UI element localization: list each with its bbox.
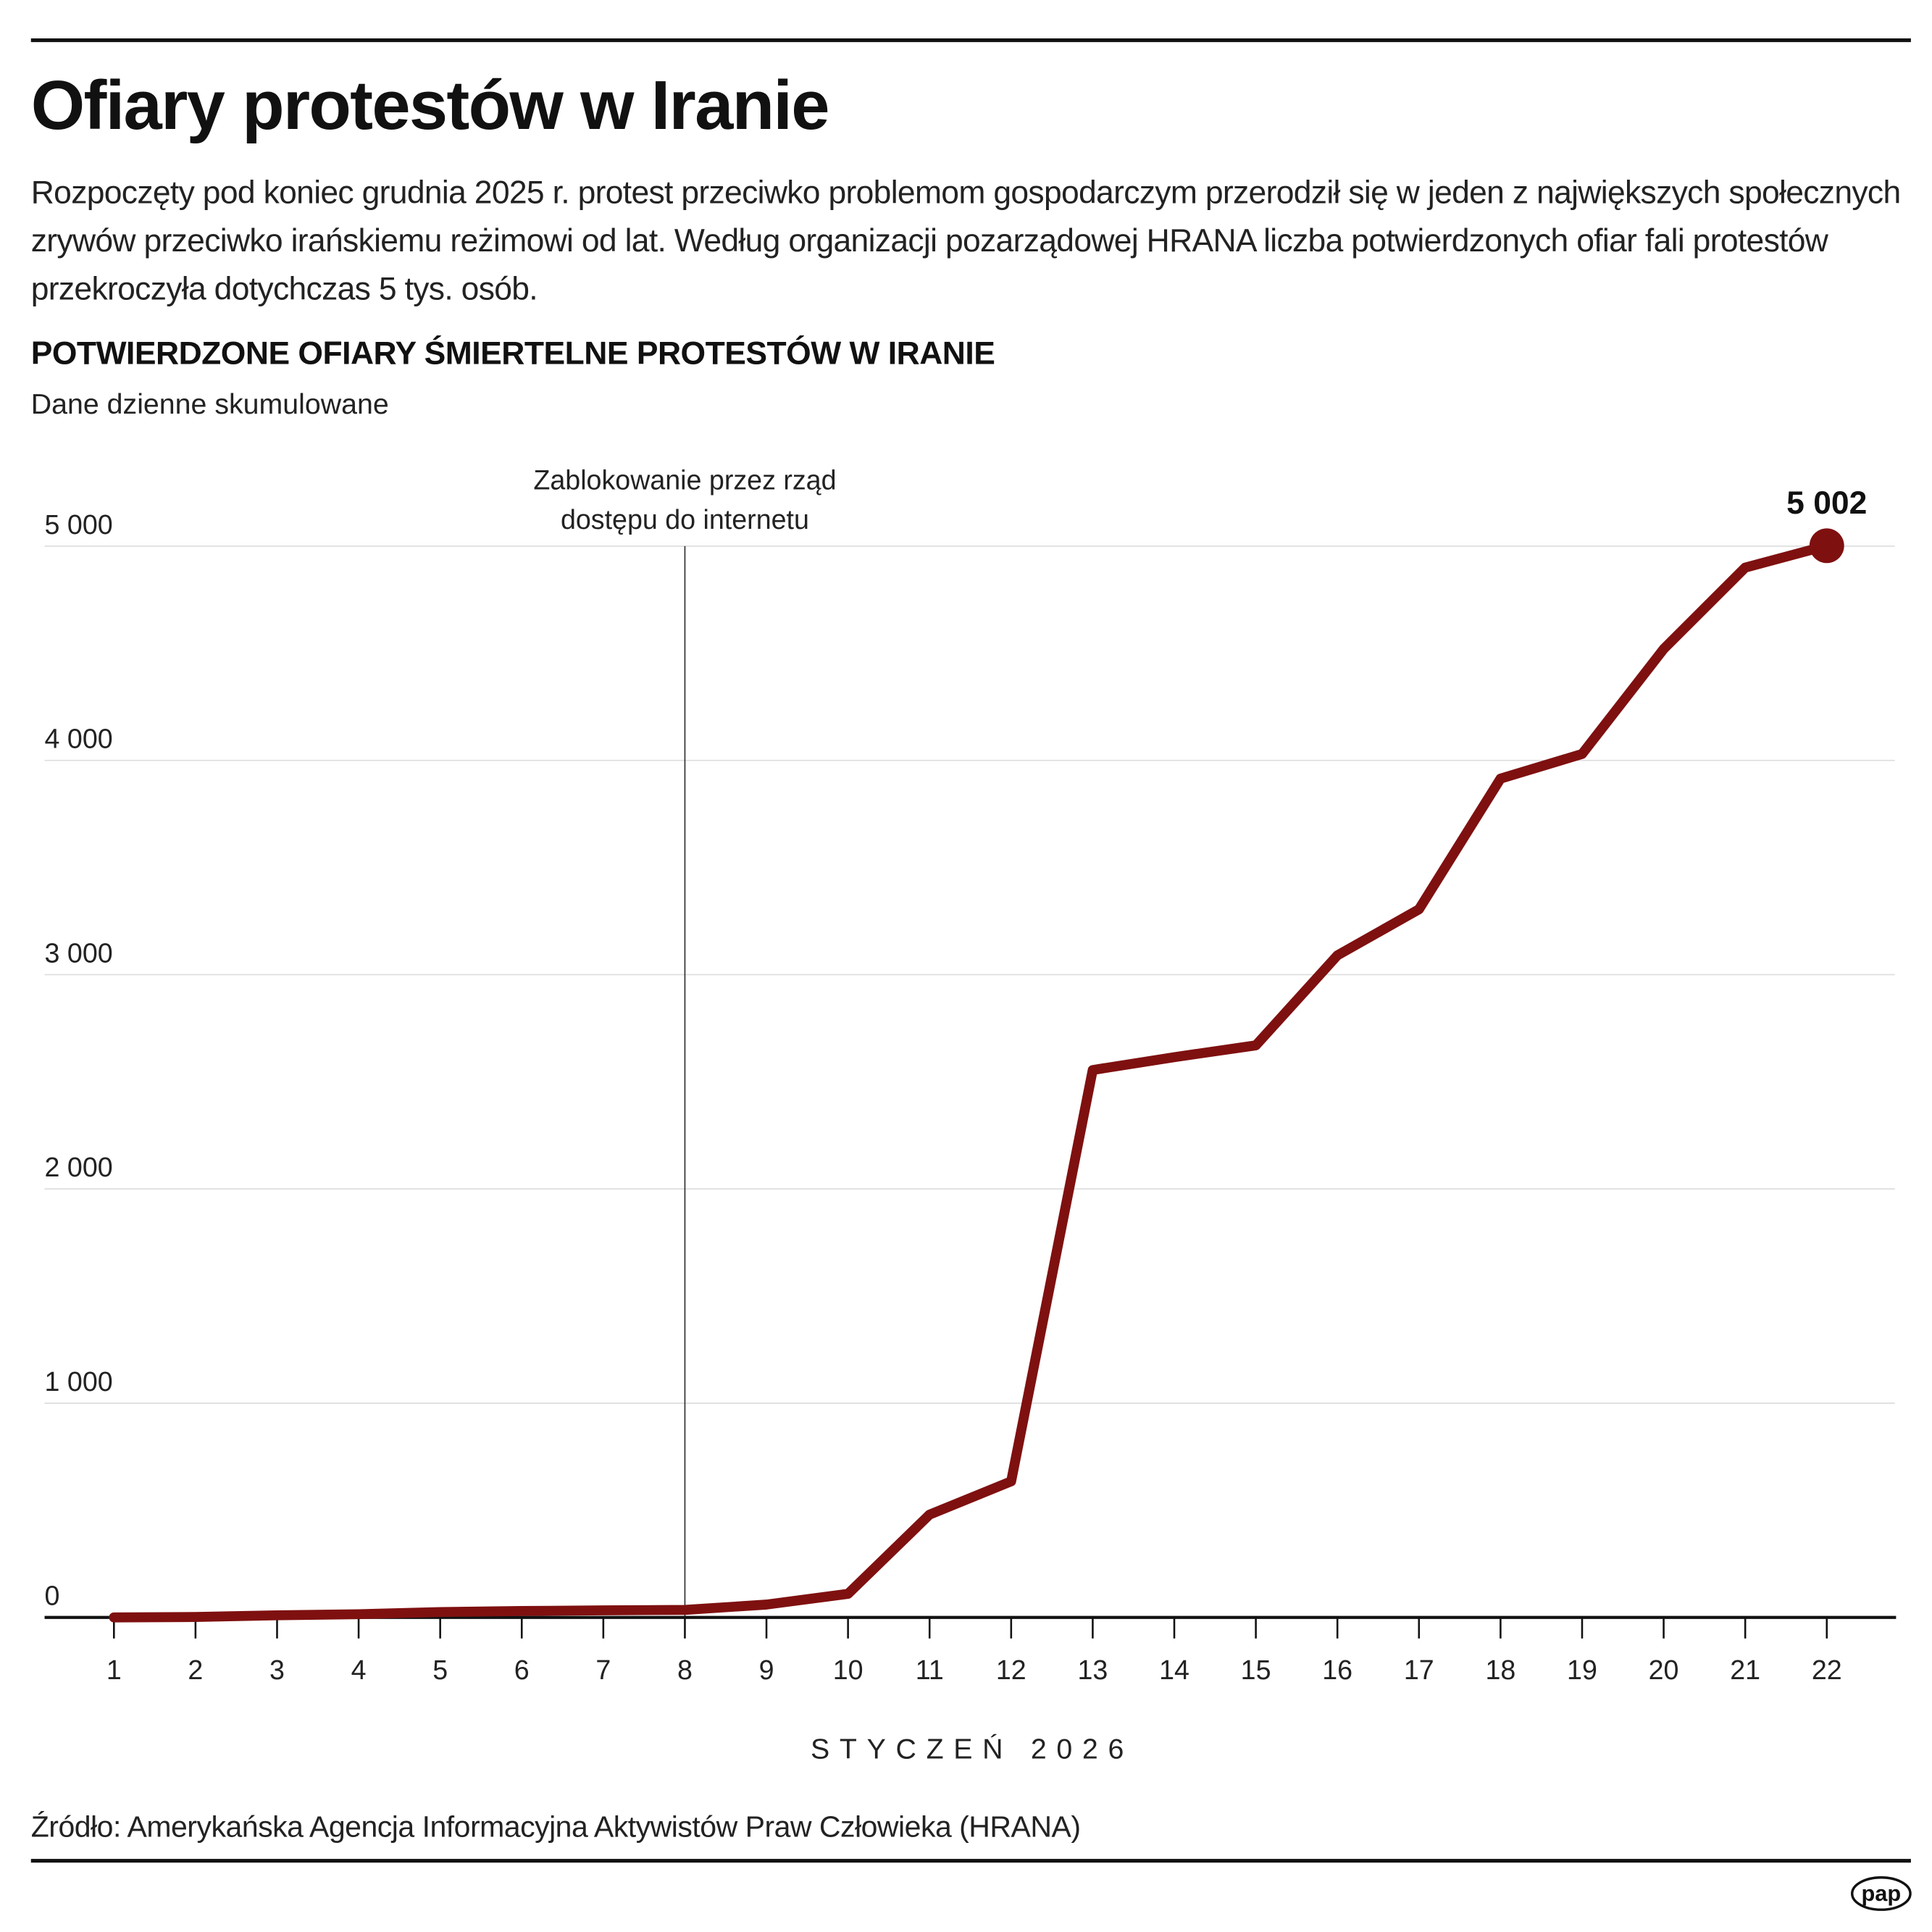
x-tick-label: 19 — [1567, 1655, 1597, 1685]
x-tick-label: 18 — [1485, 1655, 1515, 1685]
x-tick-label: 1 — [106, 1655, 122, 1685]
y-tick-label: 1 000 — [45, 1366, 113, 1397]
source-note: Źródło: Amerykańska Agencja Informacyjna… — [30, 1810, 1081, 1844]
x-tick-label: 3 — [269, 1655, 285, 1685]
x-axis-title: STYCZEŃ 2026 — [811, 1734, 1134, 1765]
x-tick-label: 8 — [677, 1655, 693, 1685]
bottom-rule — [30, 1859, 1911, 1863]
lead-text: Rozpoczęty pod koniec grudnia 2025 r. pr… — [30, 173, 1901, 307]
x-tick-label: 13 — [1077, 1655, 1108, 1685]
x-tick-label: 2 — [188, 1655, 203, 1685]
top-rule — [30, 38, 1911, 43]
annotation-text: dostępu do internetu — [561, 504, 809, 535]
x-tick-label: 7 — [595, 1655, 611, 1685]
x-tick-label: 4 — [351, 1655, 367, 1685]
pap-logo: pap — [1850, 1876, 1912, 1911]
end-point-marker — [1809, 528, 1844, 564]
x-tick-label: 12 — [996, 1655, 1026, 1685]
x-tick-label: 11 — [916, 1655, 944, 1685]
y-tick-label: 4 000 — [45, 724, 113, 754]
x-tick-label: 9 — [759, 1655, 774, 1685]
chart-subtitle: Dane dzienne skumulowane — [30, 388, 389, 420]
x-tick-label: 17 — [1404, 1655, 1434, 1685]
end-value-label: 5 002 — [1786, 485, 1867, 521]
y-tick-label: 5 000 — [45, 509, 113, 540]
x-tick-label: 22 — [1812, 1655, 1842, 1685]
x-tick-label: 10 — [833, 1655, 863, 1685]
annotation-text: Zablokowanie przez rząd — [533, 464, 836, 495]
x-tick-label: 15 — [1241, 1655, 1271, 1685]
x-tick-label: 20 — [1649, 1655, 1679, 1685]
y-tick-label: 0 — [45, 1581, 60, 1611]
line-chart: Zablokowanie przez rząd dostępu do intern… — [44, 464, 1897, 1765]
x-tick-label: 14 — [1159, 1655, 1189, 1685]
x-tick-label: 6 — [514, 1655, 530, 1685]
chart-title: POTWIERDZONE OFIARY ŚMIERTELNE PROTESTÓW… — [30, 334, 995, 372]
series-line — [109, 540, 1832, 1623]
y-tick-label: 2 000 — [45, 1152, 113, 1182]
x-tick-label: 21 — [1730, 1655, 1760, 1685]
x-tick-label: 5 — [432, 1655, 448, 1685]
y-tick-label: 3 000 — [45, 937, 113, 968]
x-tick-label: 16 — [1322, 1655, 1352, 1685]
page-title: Ofiary protestów w Iranie — [30, 65, 830, 144]
svg-text:pap: pap — [1862, 1881, 1902, 1906]
